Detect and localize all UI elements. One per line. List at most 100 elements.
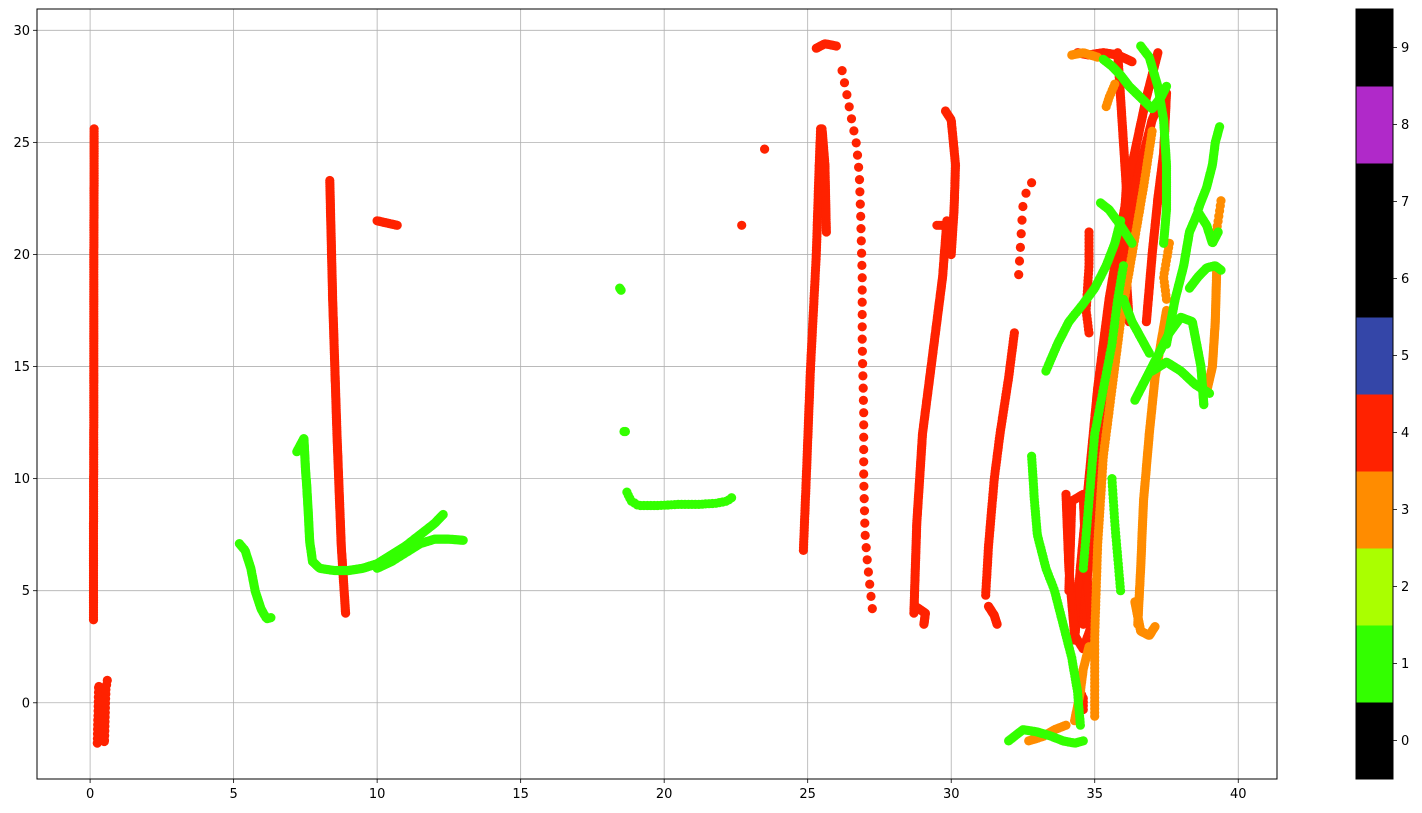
data-point (857, 334, 867, 344)
x-tick-label: 35 (1086, 787, 1103, 802)
data-point (858, 371, 868, 381)
data-point (852, 150, 863, 160)
data-point (620, 426, 631, 437)
data-point (1159, 238, 1169, 248)
colorbar-segment (1356, 471, 1393, 549)
data-point (857, 260, 867, 270)
data-point (856, 236, 866, 246)
data-point (1147, 126, 1157, 136)
data-point (857, 248, 867, 258)
data-point (1084, 642, 1094, 652)
x-tick-label: 15 (512, 787, 529, 802)
data-point (859, 506, 870, 516)
data-point (992, 619, 1002, 629)
colorbar-tick-label: 8 (1401, 118, 1409, 133)
data-point (859, 420, 869, 430)
data-point (855, 187, 865, 197)
data-point (727, 493, 737, 503)
data-point (1213, 227, 1223, 237)
data-point (1161, 294, 1172, 304)
data-point (859, 432, 869, 442)
colorbar-tick-label: 3 (1401, 503, 1409, 518)
data-point (859, 457, 869, 467)
data-point (737, 220, 747, 230)
data-point (1016, 229, 1026, 239)
data-point (846, 114, 857, 124)
data-point (851, 138, 861, 148)
data-point (860, 518, 870, 528)
data-point (862, 555, 872, 565)
colorbar-frame (1355, 8, 1394, 780)
data-point (1027, 178, 1037, 188)
colorbar-segment (1356, 86, 1393, 164)
data-point (831, 41, 842, 51)
data-point (102, 675, 112, 686)
data-point (849, 126, 859, 136)
colorbar-segment (1356, 702, 1393, 780)
data-point (1064, 586, 1074, 596)
data-point (859, 444, 869, 455)
data-point (858, 395, 869, 405)
data-point (1017, 215, 1027, 225)
data-point (458, 535, 468, 545)
data-point (1021, 188, 1031, 198)
data-point (842, 90, 852, 100)
data-point (1199, 400, 1209, 410)
data-point (839, 78, 850, 88)
y-tick-label: 20 (13, 248, 30, 263)
data-point (857, 297, 867, 307)
data-point (1084, 328, 1094, 338)
data-point (859, 481, 869, 491)
y-tick-label: 10 (13, 472, 30, 487)
data-point (438, 509, 448, 520)
colorbar-tick-label: 9 (1401, 41, 1409, 56)
data-point (1009, 328, 1020, 338)
data-point (857, 322, 867, 332)
x-tick-label: 5 (229, 787, 237, 802)
y-tick-label: 15 (13, 360, 30, 375)
data-point (1216, 265, 1226, 275)
data-point (760, 144, 770, 154)
data-point (1144, 348, 1154, 358)
colorbar-tick-label: 4 (1401, 426, 1409, 441)
data-point (1078, 736, 1088, 746)
data-point (817, 124, 827, 134)
data-point (837, 66, 847, 76)
plot-frame (36, 8, 1278, 780)
y-axis: 0 5 10 15 20 25 30 (13, 24, 37, 711)
colorbar-tick-label: 7 (1401, 195, 1409, 210)
data-point (854, 162, 864, 172)
data-point (857, 273, 867, 283)
data-point (857, 346, 868, 356)
data-point (1061, 720, 1071, 730)
data-point (856, 224, 866, 234)
data-point (863, 567, 874, 577)
data-point (858, 359, 868, 369)
data-point (1153, 48, 1163, 58)
data-point (855, 199, 865, 209)
data-point (1215, 122, 1225, 132)
data-point (341, 608, 351, 618)
data-point (1116, 586, 1126, 596)
x-tick-label: 10 (369, 787, 386, 802)
data-point (89, 124, 99, 134)
data-point (844, 102, 854, 112)
data-point (1161, 81, 1172, 91)
x-tick-label: 0 (86, 787, 94, 802)
data-point (1118, 261, 1128, 271)
colorbar: 0 1 2 3 4 5 6 7 8 9 (1355, 8, 1409, 780)
data-point (1015, 242, 1025, 252)
data-point (1127, 57, 1137, 67)
data-point (865, 579, 875, 589)
colorbar-segment (1356, 625, 1393, 703)
data-point (857, 309, 867, 320)
data-point (861, 543, 871, 553)
data-point (1014, 270, 1024, 280)
data-point (940, 220, 951, 230)
data-point (859, 408, 869, 418)
data-point (1018, 201, 1028, 212)
y-tick-label: 5 (22, 584, 30, 599)
colorbar-tick-label: 6 (1401, 272, 1409, 287)
colorbar-segment (1356, 394, 1393, 472)
